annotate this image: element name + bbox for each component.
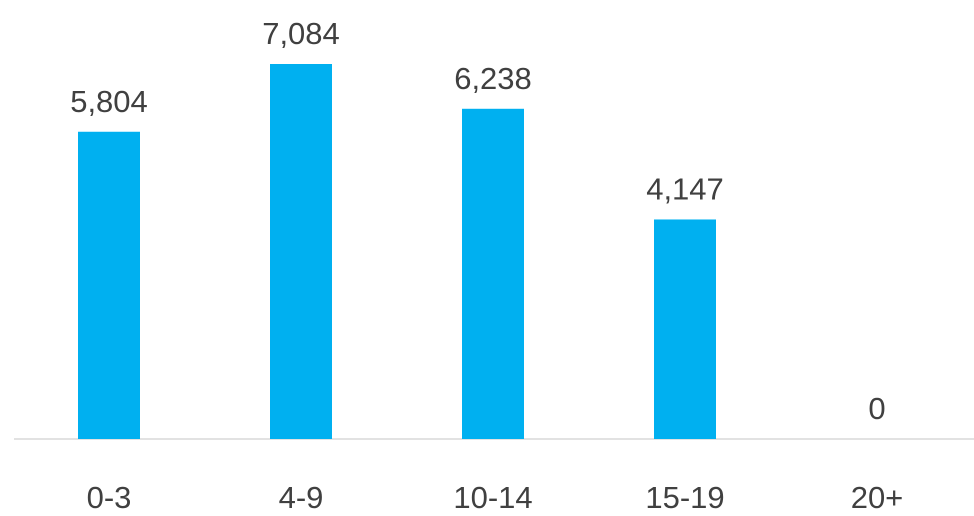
data-label: 6,238 [454, 61, 532, 96]
bar-10-14 [462, 108, 524, 439]
data-label: 0 [868, 391, 885, 426]
x-tick-label: 10-14 [453, 480, 532, 511]
bar-0-3 [78, 131, 140, 439]
bar-4-9 [270, 64, 332, 439]
x-tick-label: 4-9 [279, 480, 324, 511]
x-tick-label: 0-3 [87, 480, 132, 511]
data-label: 7,084 [262, 16, 340, 51]
x-tick-label: 20+ [851, 480, 904, 511]
data-label: 4,147 [646, 171, 724, 206]
bar-15-19 [654, 219, 716, 439]
x-tick-label: 15-19 [645, 480, 724, 511]
data-label: 5,804 [70, 84, 148, 119]
